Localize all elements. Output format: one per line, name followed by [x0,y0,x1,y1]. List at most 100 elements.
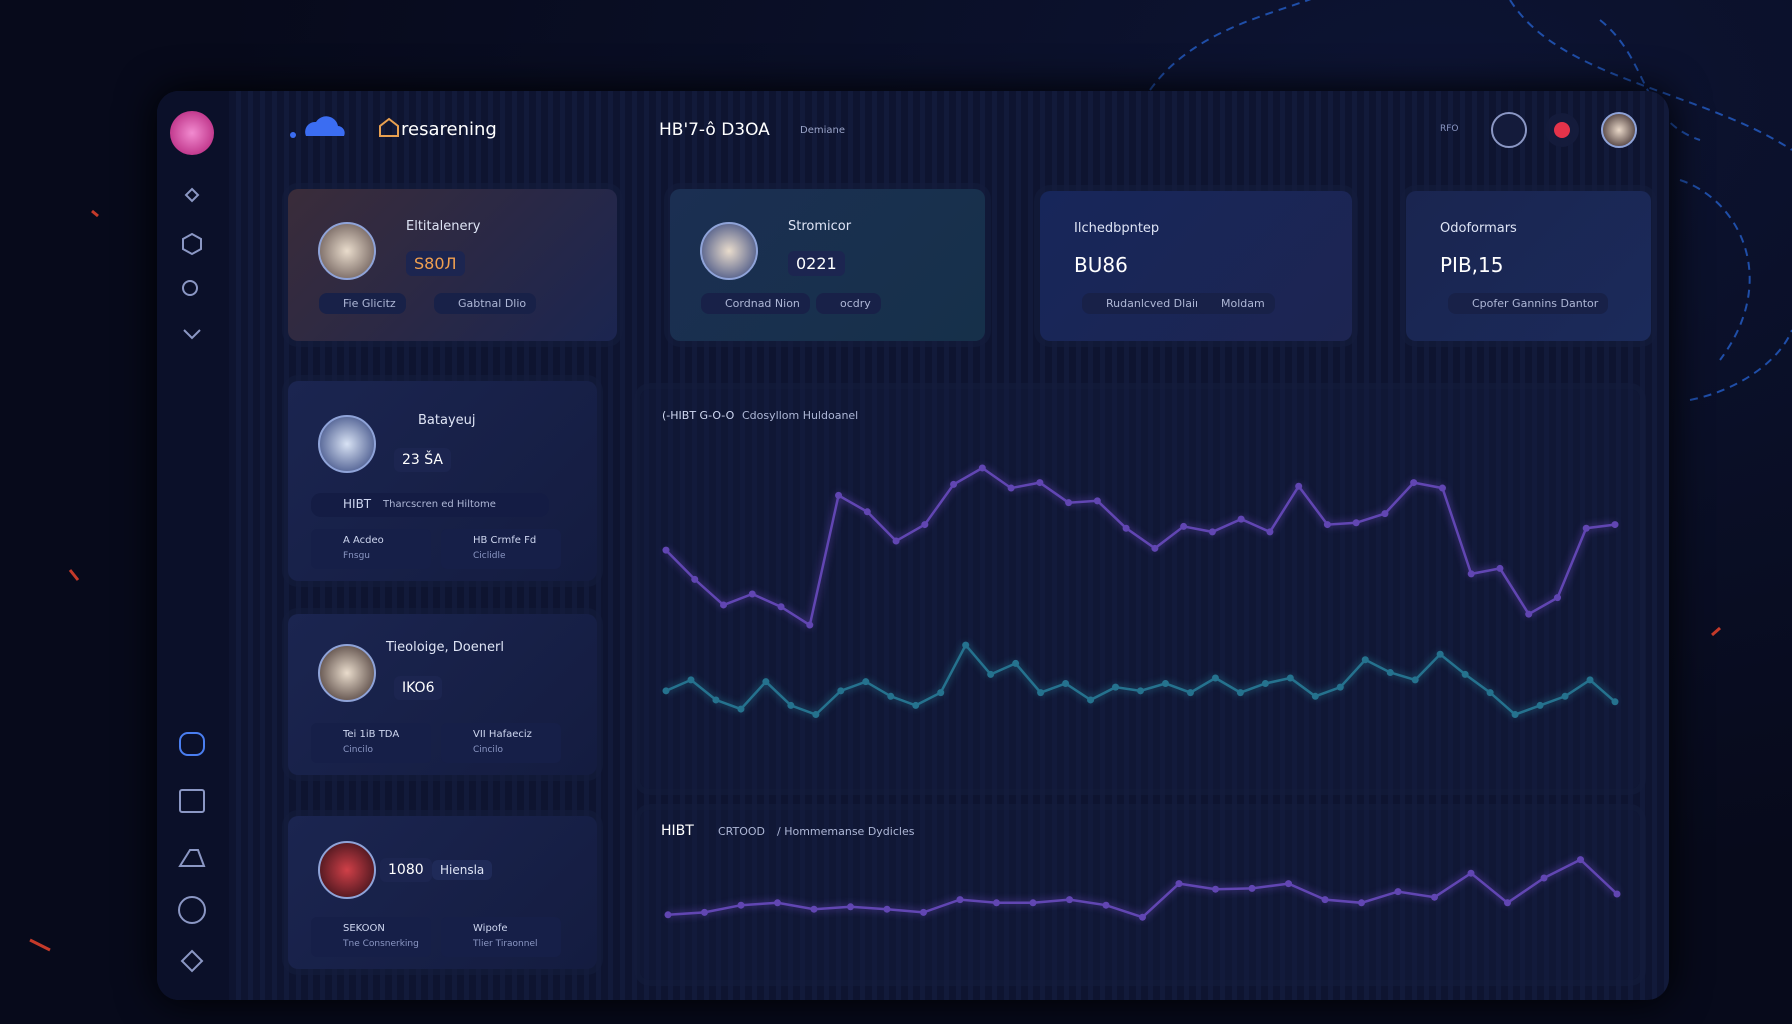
nav-icon[interactable] [182,232,202,256]
chart-title: (-HIBT G-O-O [662,409,735,422]
banner-text: Tharcscren ed Hiltome [383,499,496,510]
point [1211,674,1219,682]
point [1394,888,1402,896]
chart-frame [640,389,1640,789]
item: HB Crmfe Fd Ciclidle [441,529,561,569]
point [1065,499,1073,507]
point [1467,869,1475,877]
point [701,908,708,916]
card-value: PIB,15 [1440,253,1504,277]
profile-card: Tieoloige, Doenerl IKO6 Tei 1iB TDA Cincilo… [288,614,597,775]
app-logo[interactable] [170,111,214,155]
card-value: 0221 [788,251,845,276]
stat-card: Ilchedbpntep BU86 Rudanlcved Dlain Moldam [1040,191,1352,341]
avatar [700,222,758,280]
nav-icon[interactable] [179,789,205,813]
point [1151,544,1159,552]
point [950,480,958,488]
item-title: HB Crmfe Fd [473,535,537,546]
point [1577,856,1584,864]
point [1336,683,1344,691]
point [812,711,820,719]
sidebar [157,91,229,1000]
point [1323,521,1331,529]
profile-card: 1080 Hiensla SEKOON Tne Consnerking Wipofe Tl… [288,816,597,969]
line [665,466,1616,628]
item: Tei 1iB TDA Cincilo [311,723,431,763]
point [774,899,781,907]
chip: Fie Glicitz [319,293,406,314]
item-sub: Tlier Tiraonnel [473,939,538,949]
chart-subtitle: Cdosyllom Huldoanel [742,409,859,422]
status: RFO [1440,124,1459,134]
point [1012,659,1020,667]
point [1613,890,1621,898]
point [1611,698,1619,706]
item: A Acdeo Fnsgu [311,529,431,569]
point [1358,899,1365,907]
item: Wipofe Tlier Tiraonnel [441,917,561,957]
nav-icon[interactable] [180,949,204,973]
point [1311,692,1319,700]
point [1175,880,1183,888]
point [978,464,986,472]
point [1611,521,1619,529]
point [748,590,756,598]
point [1186,689,1194,697]
nav-icon[interactable] [183,329,201,340]
page-subtitle: Demiane [800,125,845,136]
header-button[interactable] [1491,112,1527,148]
user-avatar[interactable] [1601,112,1637,148]
point [1037,689,1045,697]
point [1102,901,1110,909]
point [737,705,745,713]
card-label: Tieoloige, Doenerl [386,640,504,655]
point [1029,899,1037,907]
point [1285,880,1292,888]
profile-card: Batayeuj 23 ŠA HIBT Tharcscren ed Hiltome A … [288,381,597,581]
avatar [318,415,376,473]
point [1436,650,1444,658]
point [887,692,895,700]
nav-icon[interactable] [178,849,206,867]
nav-icon[interactable] [179,732,205,756]
point [1504,899,1511,907]
nav-icon[interactable] [178,896,206,924]
point [1586,676,1594,684]
point [1208,528,1216,536]
point [1361,656,1369,664]
point [1062,680,1070,688]
chip: ocdry [816,293,881,314]
point [1093,497,1101,505]
nav-icon[interactable] [182,280,198,296]
card-value: 23 ŠA [394,448,451,472]
banner-code: HIBT [343,497,372,511]
point [1525,610,1533,618]
point [837,687,845,695]
point [987,670,995,678]
point [1553,594,1561,602]
alert-icon [1554,122,1570,138]
banner: HIBT Tharcscren ed Hiltome [311,493,549,517]
point [1266,528,1274,536]
nav-icon[interactable] [184,187,200,203]
item-title: SEKOON [343,923,385,934]
point [956,896,964,904]
chip: Rudanlcved Dlain [1082,293,1212,314]
chip: Cordnad Nion [701,293,810,314]
point [664,911,672,919]
item-sub: Cincilo [473,745,503,755]
item-title: Tei 1iB TDA [343,729,400,740]
point [883,905,891,913]
point [720,601,728,609]
chart-subtitle: CRTOOD [718,825,766,838]
point [787,701,795,709]
chart-title: HIBT [661,823,694,839]
point [810,905,818,913]
tag: Hiensla [432,860,493,880]
point [1321,896,1329,904]
item-title: A Acdeo [343,535,384,546]
